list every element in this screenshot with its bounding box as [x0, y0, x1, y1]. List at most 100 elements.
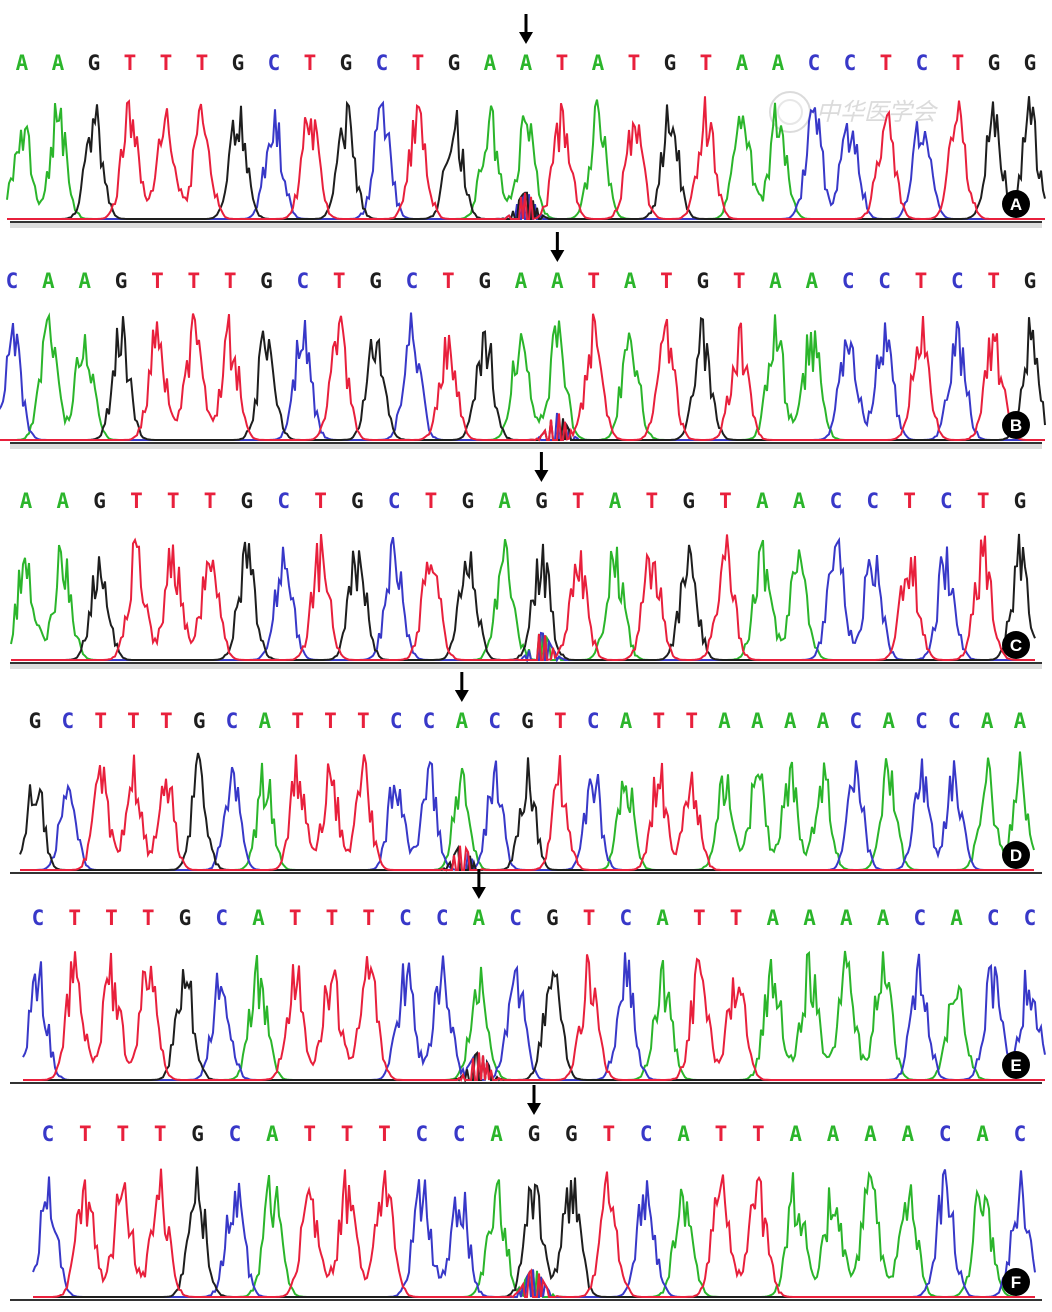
panel-label-badge [1002, 841, 1030, 869]
panel-label-badge [1002, 631, 1030, 659]
base-call: G [115, 269, 128, 293]
base-call: C [453, 1122, 466, 1146]
base-call: A [620, 709, 633, 733]
panel-label: C [1010, 636, 1022, 655]
base-call: T [572, 489, 585, 513]
mutation-arrow-icon [534, 452, 549, 482]
base-call: T [556, 51, 569, 75]
base-call: G [448, 51, 461, 75]
base-call: A [981, 709, 994, 733]
watermark-logo: 中华医学会 [769, 91, 939, 133]
base-call: T [291, 709, 304, 733]
base-call: A [490, 1122, 503, 1146]
base-call: T [587, 269, 600, 293]
base-call: C [416, 1122, 429, 1146]
base-call: T [289, 906, 302, 930]
base-call: T [412, 51, 425, 75]
base-call: T [693, 906, 706, 930]
base-call: C [915, 709, 928, 733]
trace-T [0, 313, 1045, 442]
base-call: T [151, 269, 164, 293]
base-call: A [473, 906, 486, 930]
base-call: C [913, 906, 926, 930]
base-call: T [646, 489, 659, 513]
base-call: A [803, 906, 816, 930]
panel-label: E [1010, 1056, 1021, 1075]
trace-T [20, 754, 1034, 872]
base-call: T [324, 709, 337, 733]
base-call: C [488, 709, 501, 733]
base-call: A [16, 51, 29, 75]
base-call: T [602, 1122, 615, 1146]
base-call: T [160, 709, 173, 733]
base-call: T [880, 51, 893, 75]
base-call: A [840, 906, 853, 930]
base-call: A [827, 1122, 840, 1146]
base-call: T [987, 269, 1000, 293]
mutation-arrow-icon [550, 232, 565, 262]
base-call: G [528, 1122, 541, 1146]
base-call: G [191, 1122, 204, 1146]
base-call: T [187, 269, 200, 293]
base-call: C [866, 489, 879, 513]
base-call: G [340, 51, 353, 75]
base-call: T [304, 51, 317, 75]
base-call: T [105, 906, 118, 930]
base-call: G [521, 709, 534, 733]
base-call: T [653, 709, 666, 733]
base-call: T [127, 709, 140, 733]
base-call: A [864, 1122, 877, 1146]
base-call: A [52, 51, 65, 75]
base-call: A [1014, 709, 1027, 733]
base-call: T [160, 51, 173, 75]
base-call: A [484, 51, 497, 75]
base-call: G [193, 709, 206, 733]
base-call: T [977, 489, 990, 513]
base-call: G [565, 1122, 578, 1146]
base-call: C [916, 51, 929, 75]
base-call: T [715, 1122, 728, 1146]
base-call: T [700, 51, 713, 75]
base-call: C [939, 1122, 952, 1146]
base-call: T [733, 269, 746, 293]
base-call: G [461, 489, 474, 513]
base-call: G [232, 51, 245, 75]
base-call: G [546, 906, 559, 930]
base-call: A [789, 1122, 802, 1146]
base-call: A [784, 709, 797, 733]
base-call: T [628, 51, 641, 75]
base-call: T [116, 1122, 129, 1146]
base-call: C [226, 709, 239, 733]
base-call: G [369, 269, 382, 293]
base-call: T [903, 489, 916, 513]
base-call: C [406, 269, 419, 293]
base-call: T [425, 489, 438, 513]
panel-label-badge [1002, 411, 1030, 439]
base-call: C [376, 51, 389, 75]
base-call: A [259, 709, 272, 733]
base-call: T [94, 709, 107, 733]
base-call: A [56, 489, 69, 513]
base-call: C [62, 709, 75, 733]
base-call: G [682, 489, 695, 513]
base-call: G [29, 709, 42, 733]
base-call: A [806, 269, 819, 293]
base-call: A [718, 709, 731, 733]
base-call: C [830, 489, 843, 513]
base-call: G [1024, 269, 1037, 293]
base-call: C [436, 906, 449, 930]
base-call: C [620, 906, 633, 930]
base-call: A [42, 269, 55, 293]
mutation-arrow-icon [471, 869, 486, 899]
mutation-arrow-icon [454, 672, 469, 702]
base-call: T [124, 51, 137, 75]
mutation-arrow-icon [519, 14, 533, 44]
base-call: C [844, 51, 857, 75]
scroll-strip [10, 223, 1042, 228]
base-call: C [1014, 1122, 1027, 1146]
scroll-strip [10, 664, 1042, 669]
base-call: C [587, 709, 600, 733]
base-call: T [333, 269, 346, 293]
